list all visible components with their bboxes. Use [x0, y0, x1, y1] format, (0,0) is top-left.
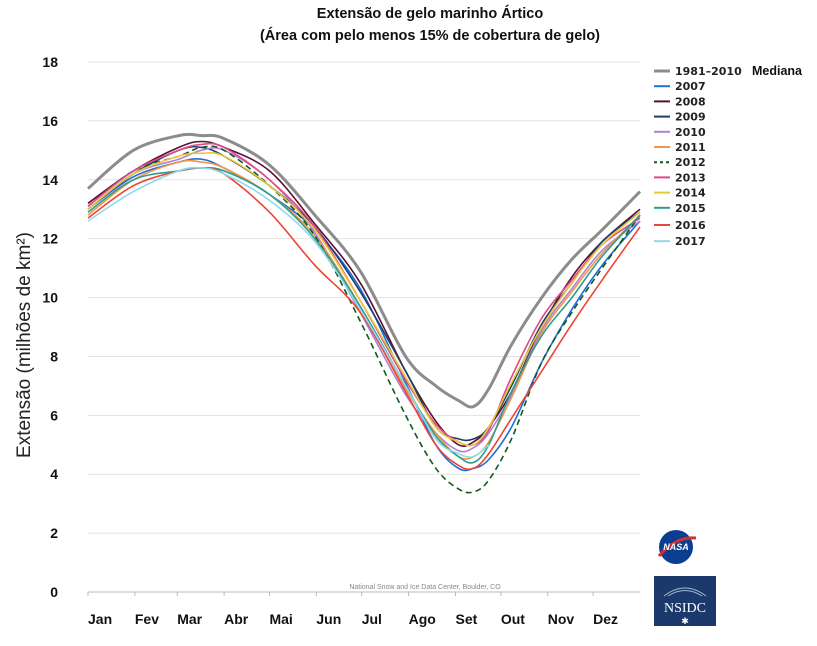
x-tick-label: Jun	[316, 611, 341, 627]
legend-median-label: Mediana	[752, 64, 803, 78]
legend-entry: 2016	[675, 219, 706, 232]
series-line-2012	[87, 145, 641, 494]
x-tick-label: Dez	[593, 611, 618, 627]
y-tick-label: 8	[50, 348, 58, 364]
y-tick-label: 10	[42, 290, 58, 306]
legend-entry: 2012	[675, 156, 706, 169]
series-line-2013	[87, 142, 641, 447]
y-tick-label: 4	[50, 466, 58, 482]
legend-entry: 2010	[675, 126, 706, 139]
y-tick-label: 18	[42, 54, 58, 70]
x-axis-ticks: Jan Fev Mar Abr Mai Jun Jul Ago Set Out Nov Dez	[87, 591, 640, 627]
y-tick-label: 2	[50, 525, 58, 541]
series-lines	[87, 132, 642, 494]
x-tick-label: Mai	[269, 611, 292, 627]
svg-text:NASA: NASA	[663, 542, 689, 552]
legend: 1981–2010 2007 2008 2009 2010 2011 2012 2013 201…	[654, 65, 742, 248]
chart-subtitle: (Área com pelo menos 15% de cobertura de…	[259, 28, 601, 44]
chart-title: Extensão de gelo marinho Ártico	[316, 6, 544, 22]
legend-entry: 2013	[675, 171, 706, 184]
legend-entry: 2017	[675, 235, 706, 248]
x-tick-label: Abr	[224, 611, 249, 627]
svg-text:NSIDC: NSIDC	[664, 601, 706, 616]
y-tick-label: 14	[42, 172, 58, 188]
x-tick-label: Nov	[548, 611, 575, 627]
series-line-1981–2010	[87, 132, 642, 409]
nsidc-logo: NSIDC ✱	[654, 576, 716, 627]
x-tick-label: Ago	[409, 611, 436, 627]
credit-text: National Snow and Ice Data Center, Bould…	[349, 584, 501, 591]
x-tick-label: Jan	[88, 611, 112, 627]
legend-entry: 2011	[675, 141, 706, 154]
y-tick-label: 16	[42, 113, 58, 129]
series-line-2009	[87, 145, 641, 442]
y-axis-label: Extensão (milhões de km²)	[14, 232, 35, 458]
grid-lines	[88, 61, 640, 593]
legend-entry: 2009	[675, 111, 706, 124]
legend-entry: 1981–2010	[675, 65, 742, 78]
svg-text:✱: ✱	[681, 617, 689, 627]
legend-entry: 2008	[675, 95, 706, 108]
y-tick-label: 0	[50, 584, 58, 600]
x-tick-label: Mar	[177, 611, 202, 627]
legend-entry: 2007	[675, 80, 706, 93]
series-line-2016	[87, 167, 641, 471]
y-tick-label: 6	[50, 407, 58, 423]
legend-entry: 2014	[675, 187, 706, 200]
legend-entry: 2015	[675, 202, 706, 215]
x-tick-label: Jul	[362, 611, 382, 627]
y-tick-label: 12	[42, 231, 58, 247]
x-tick-label: Set	[455, 611, 477, 627]
x-tick-label: Fev	[135, 611, 159, 627]
series-line-2011	[87, 159, 641, 460]
y-axis-ticks: 0 2 4 6 8 10 12 14 16 18	[42, 54, 58, 600]
nasa-logo: NASA	[657, 530, 697, 564]
series-line-2014	[87, 151, 641, 447]
x-tick-label: Out	[501, 611, 525, 627]
series-line-2017	[87, 166, 490, 458]
